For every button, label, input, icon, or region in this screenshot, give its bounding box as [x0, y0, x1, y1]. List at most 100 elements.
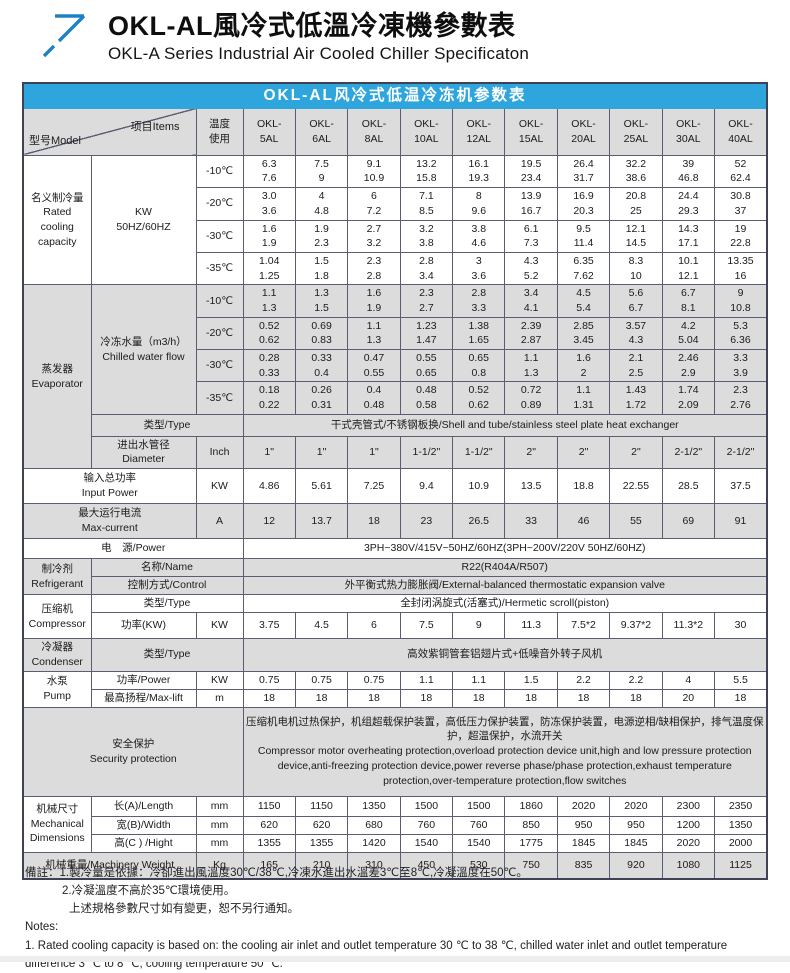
- input-power-label: 输入总功率 Input Power: [22, 468, 197, 505]
- data-cell: 2.46 2.9: [661, 348, 716, 383]
- condenser-type-value: 高效紫铜管套铝翅片式+低噪音外转子风机: [242, 638, 768, 672]
- data-cell: 0.72 0.89: [504, 381, 558, 415]
- data-cell: 1200: [661, 815, 716, 835]
- data-cell: 1080: [661, 851, 716, 880]
- temp-label: -20℃: [195, 316, 244, 351]
- data-cell: 2-1/2": [714, 435, 768, 470]
- data-cell: 1350: [714, 815, 768, 835]
- data-cell: 4 4.8: [294, 187, 349, 221]
- input-power-unit: KW: [195, 468, 244, 505]
- data-cell: 1355: [294, 833, 349, 853]
- data-cell: 13.35 16: [714, 251, 768, 286]
- data-cell: 0.55 0.65: [399, 348, 454, 383]
- compressor-type-value: 全封闭涡旋式(活塞式)/Hermetic scroll(piston): [242, 594, 768, 614]
- data-cell: 1.1: [399, 670, 454, 690]
- section-label-condenser: 冷凝器 Condenser: [22, 638, 92, 672]
- capacity-unit-label: KW 50HZ/60HZ: [90, 154, 197, 286]
- data-cell: 4.3 5.2: [504, 251, 558, 286]
- data-cell: 13.9 16.7: [504, 187, 558, 221]
- power-supply-value: 3PH~380V/415V~50HZ/60HZ(3PH~200V/220V 50…: [242, 538, 768, 560]
- data-cell: 950: [609, 815, 663, 835]
- data-cell: 2.85 3.45: [556, 316, 611, 351]
- pump-power-label: 功率/Power: [90, 670, 197, 690]
- data-cell: 1845: [556, 833, 611, 853]
- table-row: 最高扬程/Max-lift m 18 18 18 18 18 18 18 18 20 18: [23, 688, 768, 708]
- data-cell: 6.7 8.1: [661, 284, 716, 318]
- data-cell: 4.2 5.04: [661, 316, 716, 351]
- temp-label: -30℃: [195, 219, 244, 253]
- data-cell: 1.9 2.3: [294, 219, 349, 253]
- data-cell: 12: [242, 503, 296, 540]
- page-header: OKL-AL風冷式低溫冷凍機參數表 OKL-A Series Industria…: [34, 8, 529, 64]
- table-row: -35℃ 0.18 0.22 0.26 0.31 0.4 0.48 0.48 0.58…: [23, 381, 768, 415]
- diameter-label: 进出水管径 Diameter: [90, 435, 197, 470]
- data-cell: 210: [294, 851, 349, 880]
- data-cell: 33: [504, 503, 558, 540]
- data-cell: 7.5: [399, 612, 454, 640]
- max-current-unit: A: [195, 503, 244, 540]
- data-cell: 2.39 2.87: [504, 316, 558, 351]
- data-cell: 1.6 2: [556, 348, 611, 383]
- data-cell: 2020: [556, 795, 611, 817]
- data-cell: 850: [504, 815, 558, 835]
- data-cell: 0.26 0.31: [294, 381, 349, 415]
- data-cell: 1.43 1.72: [609, 381, 663, 415]
- data-cell: 1.1 1.3: [347, 316, 401, 351]
- model-label: 型号Model: [29, 135, 81, 148]
- power-supply-label: 电 源/Power: [22, 538, 244, 560]
- data-cell: 2.8 3.3: [452, 284, 506, 318]
- model-column-header: OKL- 10AL: [399, 107, 454, 156]
- data-cell: 19 22.8: [714, 219, 768, 253]
- data-cell: 18: [399, 688, 454, 708]
- data-cell: 20: [661, 688, 716, 708]
- data-cell: 0.47 0.55: [347, 348, 401, 383]
- security-protection-label: 安全保护 Security protection: [22, 706, 244, 797]
- refrigerant-control-label: 控制方式/Control: [90, 576, 244, 596]
- data-cell: 165: [242, 851, 296, 880]
- data-cell: 22.55: [609, 468, 663, 505]
- data-cell: 1": [294, 435, 349, 470]
- data-cell: 9.5 11.4: [556, 219, 611, 253]
- table-row: 冷凝器 Condenser 类型/Type 高效紫铜管套铝翅片式+低噪音外转子风…: [22, 638, 768, 672]
- data-cell: 1.1 1.31: [556, 381, 611, 415]
- table-row: 类型/Type 干式壳管式/不锈钢板换/Shell and tube/stain…: [23, 413, 768, 437]
- data-cell: 18: [452, 688, 506, 708]
- data-cell: 3.8 4.6: [452, 219, 506, 253]
- table-row: 进出水管径 Diameter Inch 1" 1" 1" 1-1/2" 1-1/2" 2"…: [23, 435, 768, 470]
- data-cell: 1420: [347, 833, 401, 853]
- data-cell: 1.6 1.9: [347, 284, 401, 318]
- model-column-header: OKL- 12AL: [452, 107, 506, 156]
- table-row: 机械重量/Machinery Weight Kg 165 210 310 450 530…: [22, 851, 768, 880]
- table-row: 名义制冷量 Rated cooling capacity KW 50HZ/60H…: [22, 154, 768, 286]
- data-cell: 2.2: [609, 670, 663, 690]
- data-cell: 16.1 19.3: [452, 154, 506, 189]
- data-cell: 2.1 2.5: [609, 348, 663, 383]
- data-cell: 1.74 2.09: [661, 381, 716, 415]
- table-row: 高(C ) /Hight mm 1355 1355 1420 1540 1540 1775…: [23, 833, 768, 853]
- banner-row: OKL-AL风冷式低温冷冻机参数表: [22, 82, 768, 109]
- data-cell: 46: [556, 503, 611, 540]
- data-cell: 1": [347, 435, 401, 470]
- arrow-logo-icon: [42, 14, 86, 58]
- data-cell: 310: [347, 851, 401, 880]
- height-label: 高(C ) /Hight: [90, 833, 197, 853]
- pump-power-unit: KW: [195, 670, 244, 690]
- data-cell: 7.25: [347, 468, 401, 505]
- data-cell: 4.5: [294, 612, 349, 640]
- length-unit: mm: [195, 795, 244, 817]
- data-cell: 6: [347, 612, 401, 640]
- data-cell: 3 3.6: [452, 251, 506, 286]
- data-cell: 2.8 3.4: [399, 251, 454, 286]
- temp-use-header: 温度 使用: [195, 107, 244, 156]
- note-line: 上述規格參數尺寸如有變更，恕不另行通知。: [69, 903, 299, 916]
- data-cell: 1-1/2": [452, 435, 506, 470]
- data-cell: 18: [714, 688, 768, 708]
- data-cell: 4: [661, 670, 716, 690]
- data-cell: 8.3 10: [609, 251, 663, 286]
- machinery-weight-unit: Kg: [195, 851, 244, 880]
- note-line: Notes:: [25, 921, 59, 934]
- data-cell: 37.5: [714, 468, 768, 505]
- data-cell: 30: [714, 612, 768, 640]
- data-cell: 1.1 1.3: [504, 348, 558, 383]
- data-cell: 28.5: [661, 468, 716, 505]
